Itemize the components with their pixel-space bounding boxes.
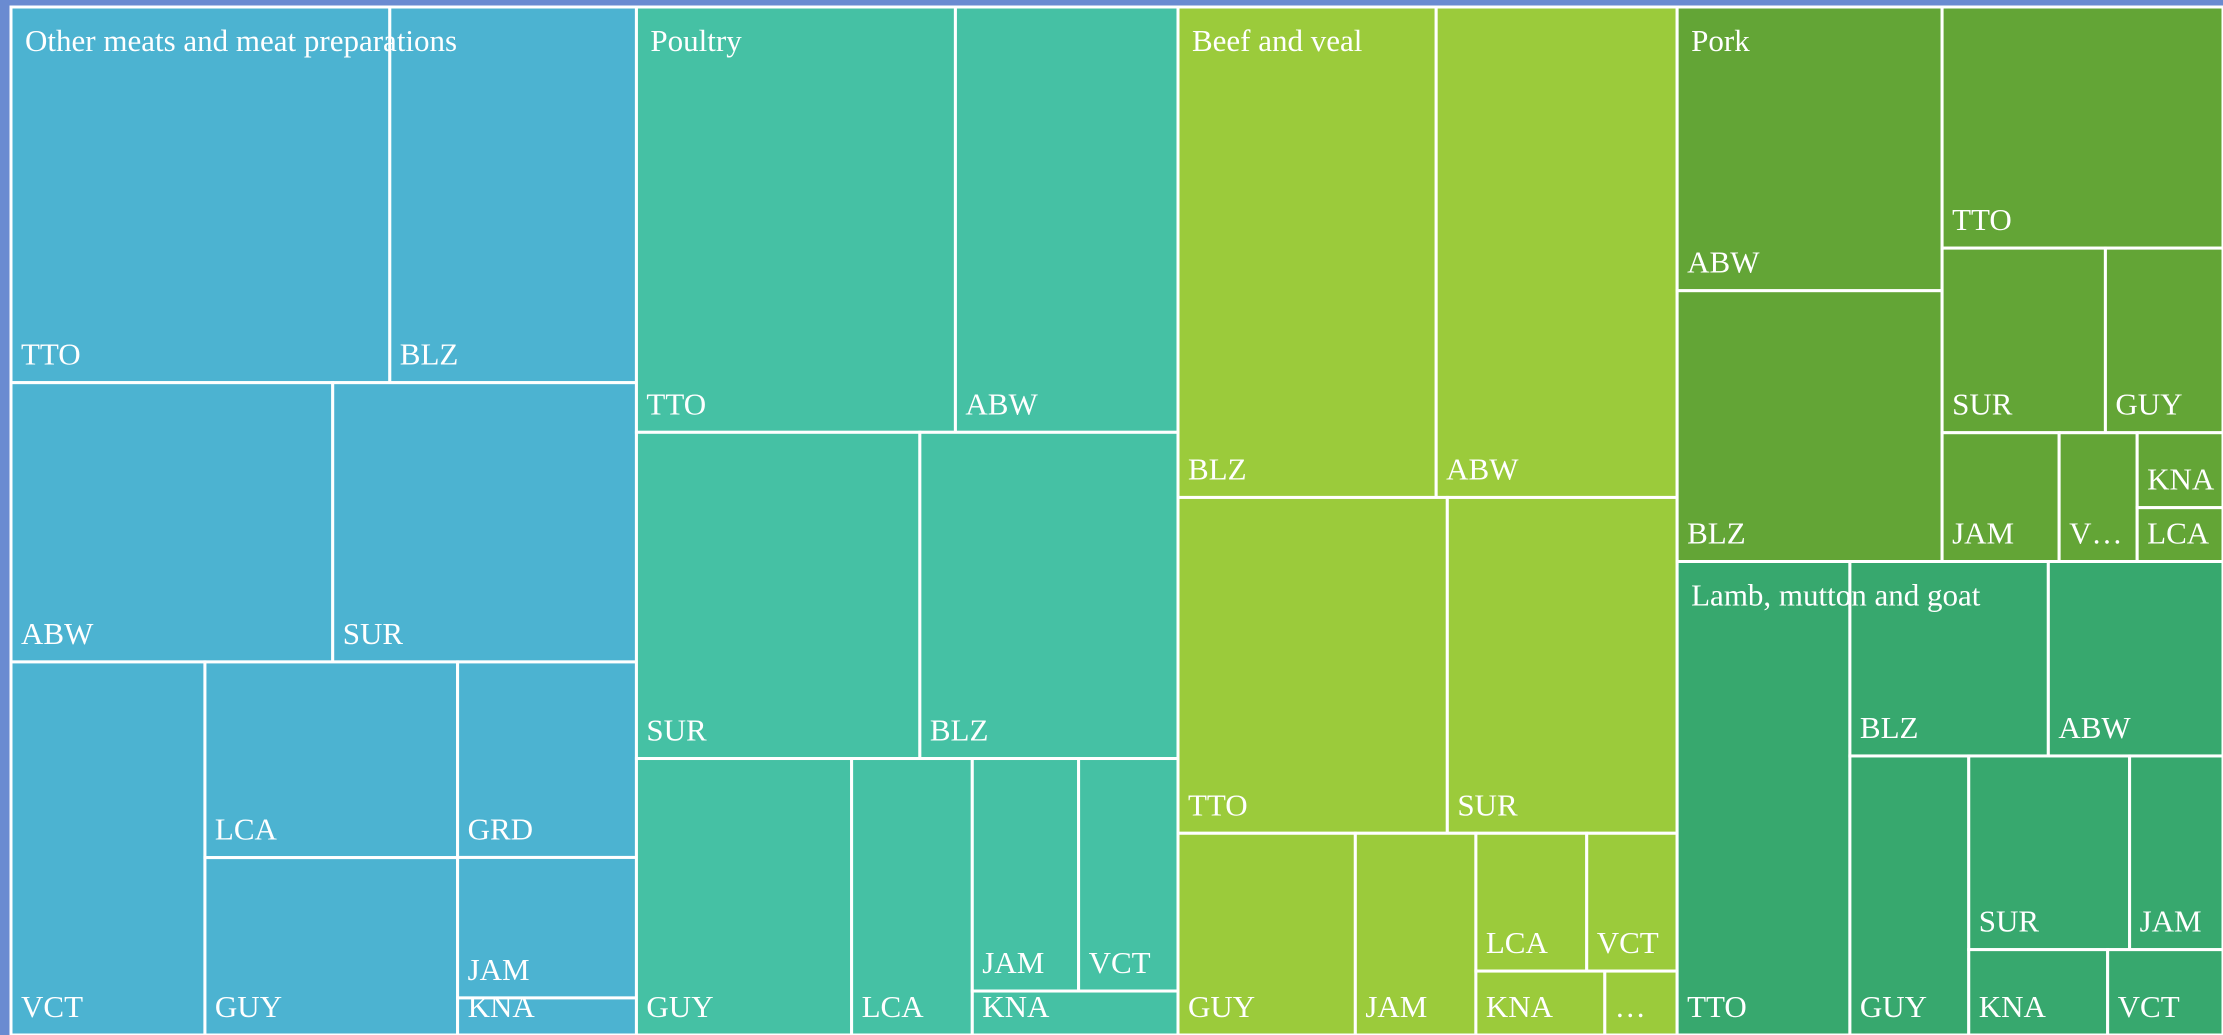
tile-label: LCA (862, 989, 925, 1024)
tile-label: GUY (1860, 989, 1927, 1024)
tile-label: BLZ (1860, 710, 1919, 745)
tile-label: SUR (1457, 787, 1518, 822)
tile-label: … (1615, 989, 1646, 1024)
tile-label: BLZ (1188, 451, 1247, 486)
tile-label: GUY (1188, 989, 1255, 1024)
tile-label: TTO (1687, 989, 1747, 1024)
tile (2057, 431, 2139, 564)
tile-label: TTO (1188, 787, 1248, 822)
tile (850, 757, 974, 1035)
tile-label: GUY (215, 989, 282, 1024)
tile (2106, 948, 2223, 1035)
tile (1585, 831, 1679, 973)
tile (1445, 495, 1679, 835)
tile-label: SUR (646, 713, 707, 748)
tile (2046, 560, 2223, 758)
tile-label: ABW (1446, 451, 1519, 486)
tile-label: JAM (982, 945, 1044, 980)
group-label: Pork (1691, 23, 1750, 58)
tile-label: BLZ (1687, 516, 1746, 551)
tile (1176, 5, 1438, 499)
tile (634, 5, 957, 434)
tile-label: SUR (343, 616, 404, 651)
tile-label: BLZ (400, 337, 459, 372)
tile-label: LCA (215, 812, 278, 847)
tile (918, 430, 1180, 761)
tile (1967, 948, 2110, 1035)
tile (456, 660, 638, 859)
tile-label: VCT (21, 989, 83, 1024)
tile-label: V… (2069, 516, 2122, 551)
tile-label: TTO (21, 337, 81, 372)
tile (1848, 560, 2050, 758)
tile (2103, 246, 2223, 435)
tile (331, 381, 638, 664)
tile-label: BLZ (930, 713, 989, 748)
tile-label: KNA (2147, 462, 2215, 497)
tile (1176, 831, 1357, 1035)
tile-label: VCT (1597, 925, 1659, 960)
tile-label: SUR (1979, 904, 2040, 939)
tile (1474, 831, 1589, 973)
tile (9, 660, 207, 1035)
tile-label: JAM (1952, 516, 2014, 551)
tile-label: JAM (468, 952, 530, 987)
tile (9, 381, 335, 664)
tile (456, 996, 638, 1035)
tile (2128, 754, 2223, 952)
tile (953, 5, 1180, 434)
tile (1176, 495, 1449, 835)
group-label: Other meats and meat preparations (25, 23, 457, 58)
group-label: Beef and veal (1192, 23, 1362, 58)
tile-label: TTO (646, 386, 706, 421)
tile-label: ABW (965, 386, 1038, 421)
tile (1353, 831, 1478, 1035)
tile (1675, 5, 1944, 293)
tile-label: VCT (1089, 945, 1151, 980)
tile (203, 660, 460, 860)
tile (388, 5, 638, 385)
tile-label: LCA (2147, 516, 2210, 551)
group-label: Poultry (650, 23, 742, 58)
tile-label: TTO (1952, 202, 2012, 237)
tile-label: KNA (982, 989, 1050, 1024)
tile (1848, 754, 1971, 1035)
tile (1940, 5, 2223, 250)
tile-label: ABW (21, 616, 94, 651)
tile (2135, 431, 2223, 510)
tile-label: GRD (468, 811, 533, 846)
tile-label: ABW (1687, 245, 1760, 280)
tile (970, 757, 1081, 993)
tile-label: JAM (1365, 989, 1427, 1024)
tile (9, 5, 392, 385)
tile-label: GUY (2115, 387, 2182, 422)
tile-label: LCA (1486, 925, 1549, 960)
tile-label: KNA (1486, 989, 1554, 1024)
tile-label: SUR (1952, 387, 2013, 422)
tile-label: KNA (1979, 989, 2047, 1024)
tile (456, 855, 638, 1000)
tile (1675, 560, 1852, 1035)
tile-label: ABW (2058, 710, 2131, 745)
tile (634, 430, 922, 761)
tile-label: JAM (2140, 904, 2202, 939)
tile (1434, 5, 1679, 499)
tile-label: GUY (646, 989, 713, 1024)
tile (1603, 969, 1679, 1035)
tile-label: VCT (2118, 989, 2180, 1024)
group-label: Lamb, mutton and goat (1691, 578, 1981, 613)
tile (970, 989, 1180, 1035)
tile-label: KNA (468, 989, 536, 1024)
